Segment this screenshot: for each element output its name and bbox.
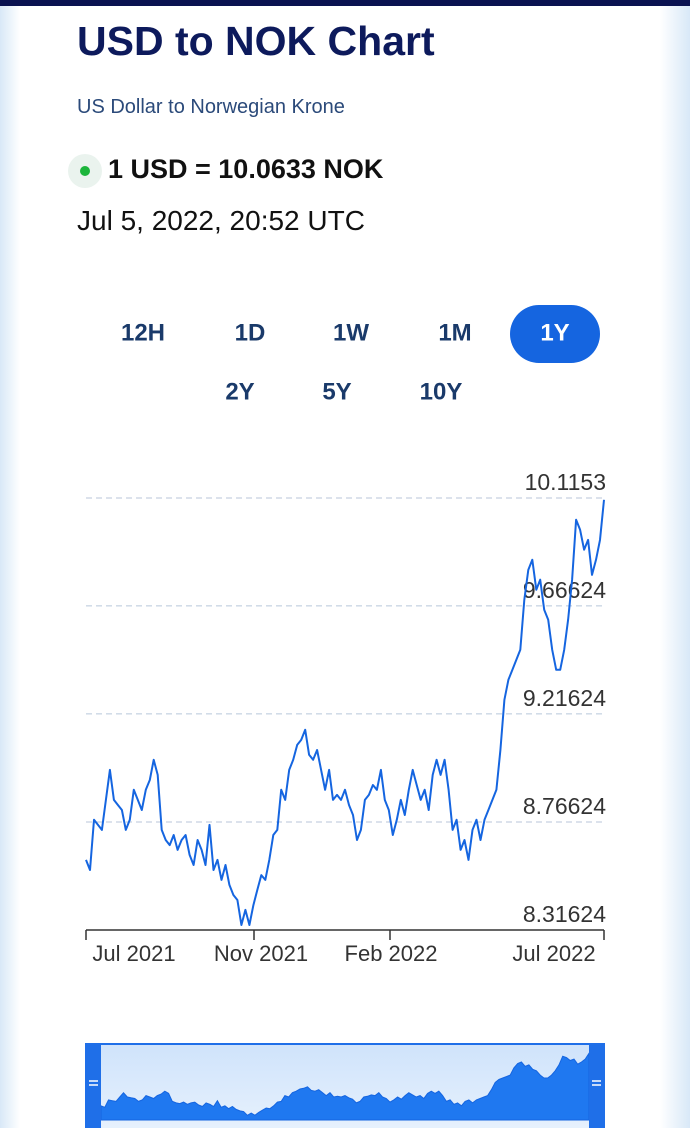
title: USD to NOK Chart — [77, 18, 435, 64]
x-tick-label: Jul 2021 — [92, 941, 175, 966]
range-button-label[interactable]: 10Y — [420, 378, 463, 405]
navigator-handle-right[interactable] — [589, 1044, 604, 1128]
rate: 1 USD = 10.0633 NOK — [108, 154, 384, 184]
y-tick-label: 9.21624 — [523, 685, 606, 711]
range-button-label[interactable]: 1W — [333, 319, 369, 346]
handle-grips — [89, 1080, 601, 1086]
range-button-label[interactable]: 1Y — [540, 319, 569, 346]
timestamp: Jul 5, 2022, 20:52 UTC — [77, 205, 365, 236]
range-button[interactable]: 1W — [333, 319, 369, 346]
x-tick-label: Nov 2021 — [214, 941, 308, 966]
x-tick-label: Feb 2022 — [345, 941, 438, 966]
top-bar — [0, 0, 690, 6]
range-button[interactable]: 12H — [121, 319, 165, 346]
range-button-label[interactable]: 1D — [235, 319, 266, 346]
range-button-label[interactable]: 5Y — [322, 378, 351, 405]
live-indicator — [68, 154, 102, 188]
navigator-handle-left[interactable] — [86, 1044, 101, 1128]
y-tick-label: 8.31624 — [523, 901, 606, 927]
range-button[interactable]: 2Y — [225, 378, 254, 405]
range-button[interactable]: 5Y — [322, 378, 351, 405]
subtitle: US Dollar to Norwegian Krone — [77, 96, 345, 118]
range-button-label[interactable]: 2Y — [225, 378, 254, 405]
live-dot — [80, 166, 90, 176]
range-button-bg[interactable] — [510, 305, 600, 363]
navigator-area — [100, 1051, 590, 1121]
range-button-label[interactable]: 1M — [438, 319, 471, 346]
y-tick-label: 8.76624 — [523, 793, 606, 819]
range-button[interactable]: 10Y — [420, 378, 463, 405]
range-button-label[interactable]: 12H — [121, 319, 165, 346]
price-line — [85, 499, 605, 926]
range-button[interactable]: 1D — [235, 319, 266, 346]
range-button[interactable]: 1M — [438, 319, 471, 346]
x-tick-label: Jul 2022 — [512, 941, 595, 966]
range-button[interactable]: 1Y — [510, 305, 600, 363]
y-tick-label: 10.1153 — [525, 469, 606, 495]
